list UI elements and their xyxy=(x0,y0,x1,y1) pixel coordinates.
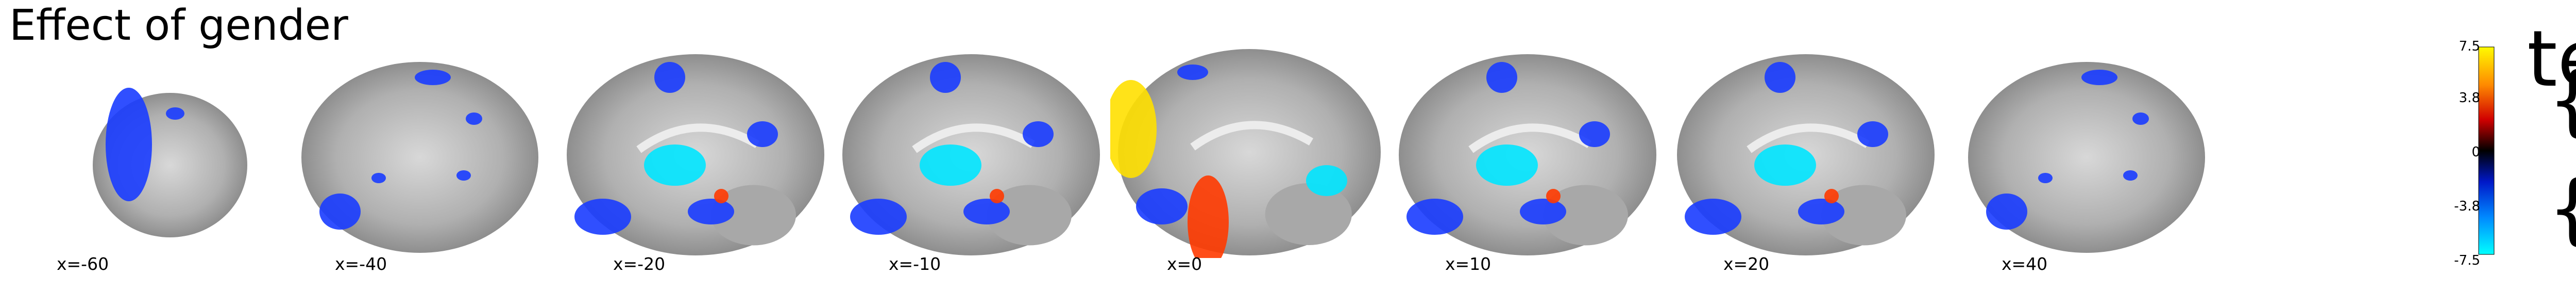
brain-slice-image xyxy=(1399,54,1656,255)
brain-slice-image xyxy=(93,88,247,237)
activation-blob xyxy=(688,199,734,224)
lower-brace: { xyxy=(2548,170,2576,248)
brain-slice-image xyxy=(567,54,824,255)
activation-blob xyxy=(1177,65,1208,80)
brain-slice-panel: x=10 xyxy=(1388,31,1665,274)
activation-blob xyxy=(644,144,706,186)
brain-anatomy xyxy=(301,62,538,253)
slice-coordinate-label: x=10 xyxy=(1445,254,1492,274)
corpus-callosum xyxy=(1190,121,1314,151)
cerebellum xyxy=(711,185,796,246)
activation-blob xyxy=(990,189,1004,203)
activation-blob xyxy=(1023,121,1054,147)
activation-blob xyxy=(1754,144,1816,186)
activation-blob xyxy=(654,62,685,93)
activation-blob xyxy=(574,199,631,235)
activation-blob xyxy=(1110,80,1157,178)
colorbar-tick-label: -3.8 xyxy=(2454,199,2480,214)
cerebellum xyxy=(1821,185,1906,246)
activation-blob xyxy=(1188,175,1229,258)
activation-blob xyxy=(1579,121,1610,147)
activation-blob xyxy=(1798,199,1844,224)
activation-blob xyxy=(714,189,728,203)
cerebellum xyxy=(1543,185,1628,246)
corpus-callosum xyxy=(912,123,1036,153)
slice-coordinate-label: x=-10 xyxy=(889,254,941,274)
brain-slice-panel: x=-40 xyxy=(278,31,555,274)
figure-title: Effect of gender xyxy=(9,1,348,50)
activation-blob xyxy=(1765,62,1795,93)
colorbar-tick-label: 0 xyxy=(2471,144,2480,160)
colorbar-tick-label: 7.5 xyxy=(2459,39,2480,54)
corpus-callosum xyxy=(636,123,760,153)
activation-blob xyxy=(850,199,907,235)
activation-blob xyxy=(1486,62,1517,93)
activation-blob xyxy=(1406,199,1463,235)
colorbar-tick-label: 3.8 xyxy=(2459,90,2480,106)
cerebellum xyxy=(1265,183,1352,245)
slice-coordinate-label: x=-60 xyxy=(57,254,109,274)
activation-blob xyxy=(319,194,361,230)
brain-slice-panel: x=0 xyxy=(1110,31,1387,274)
corpus-callosum xyxy=(1747,123,1870,153)
activation-blob xyxy=(371,173,386,183)
brain-slice-panel: x=-60 xyxy=(0,31,277,274)
activation-blob xyxy=(1824,189,1839,203)
activation-blob xyxy=(166,107,184,120)
slice-coordinate-label: x=0 xyxy=(1167,254,1202,274)
activation-blob xyxy=(1476,144,1538,186)
brain-slice-panel: x=40 xyxy=(1945,31,2222,274)
brain-slice-image xyxy=(1110,49,1381,258)
activation-blob xyxy=(466,112,482,125)
brain-slice-image xyxy=(301,62,538,253)
brain-anatomy xyxy=(1968,62,2205,253)
activation-blob xyxy=(415,70,451,85)
colorbar xyxy=(2478,46,2495,255)
colorbar-tick-label: -7.5 xyxy=(2454,253,2480,268)
activation-blob xyxy=(1546,189,1561,203)
slice-coordinate-label: x=20 xyxy=(1723,254,1770,274)
brain-slice-panel: x=20 xyxy=(1667,31,1943,274)
activation-blob xyxy=(2132,112,2149,125)
activation-blob xyxy=(1986,194,2027,230)
activation-blob xyxy=(2081,70,2117,85)
upper-brace: { xyxy=(2548,62,2576,139)
activation-blob xyxy=(920,144,981,186)
brain-slice-image xyxy=(1968,62,2205,253)
activation-blob xyxy=(930,62,961,93)
activation-blob xyxy=(2123,170,2138,181)
corpus-callosum xyxy=(1468,123,1592,153)
slice-coordinate-label: x=-20 xyxy=(613,254,666,274)
activation-blob xyxy=(2038,173,2053,183)
activation-blob xyxy=(456,170,471,181)
activation-blob xyxy=(963,199,1010,224)
brain-slice-panel: x=-20 xyxy=(556,31,833,274)
activation-blob xyxy=(747,121,778,147)
activation-blob xyxy=(1306,165,1347,196)
activation-blob xyxy=(1857,121,1888,147)
activation-blob xyxy=(1136,188,1188,224)
slice-coordinate-label: x=40 xyxy=(2002,254,2048,274)
brain-slice-panel: x=-10 xyxy=(832,31,1109,274)
brain-slice-image xyxy=(1677,54,1935,255)
side-text: test xyxy=(2527,14,2576,104)
slice-coordinate-label: x=-40 xyxy=(335,254,387,274)
brain-slice-image xyxy=(842,54,1100,255)
colorbar-gradient xyxy=(2478,46,2495,255)
activation-blob xyxy=(1685,199,1741,235)
activation-blob xyxy=(1520,199,1566,224)
cerebellum xyxy=(987,185,1072,246)
activation-blob xyxy=(106,88,152,201)
